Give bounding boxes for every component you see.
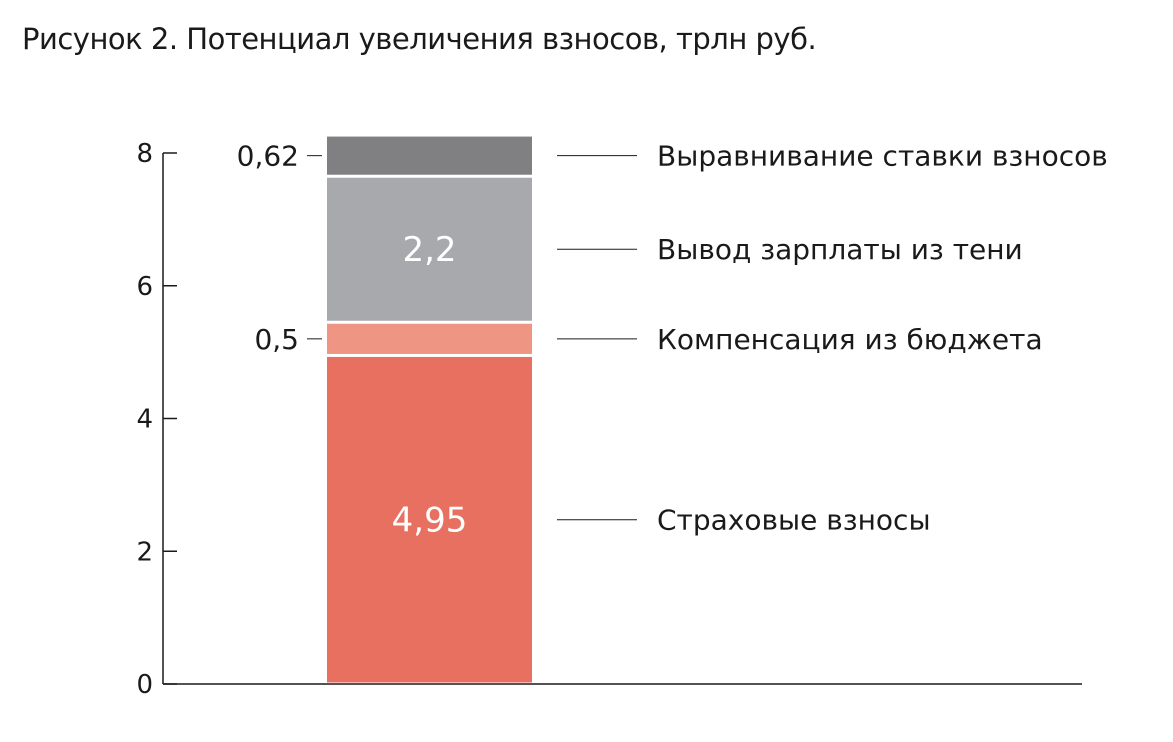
legend: Страховые взносы Компенсация из бюджета Вы…	[557, 140, 1108, 537]
bar-segment	[327, 323, 532, 354]
legend-label: Компенсация из бюджета	[657, 323, 1043, 356]
bar-segment	[327, 356, 532, 683]
y-tick-label: 6	[136, 272, 153, 302]
data-label: 4,95	[392, 501, 468, 541]
segment-labels: 4,95 0,5 2,2 0,62	[237, 140, 468, 541]
bar-segment	[327, 136, 532, 175]
chart-title: Рисунок 2. Потенциал увеличения взносов,…	[22, 22, 817, 56]
bar-segments	[327, 136, 532, 683]
legend-label: Страховые взносы	[657, 504, 931, 537]
legend-label: Вывод зарплаты из тени	[657, 233, 1023, 266]
bar-segment	[327, 177, 532, 321]
data-label: 2,2	[402, 230, 456, 270]
y-tick-label: 8	[136, 139, 153, 169]
legend-label: Выравнивание ставки взносов	[657, 140, 1108, 173]
y-tick-label: 4	[136, 405, 153, 435]
data-label: 0,62	[237, 140, 299, 173]
data-label: 0,5	[254, 323, 299, 356]
y-tick-label: 0	[136, 670, 153, 700]
axes: 0 2 4 6 8	[136, 139, 1082, 700]
y-tick-label: 2	[136, 537, 153, 567]
